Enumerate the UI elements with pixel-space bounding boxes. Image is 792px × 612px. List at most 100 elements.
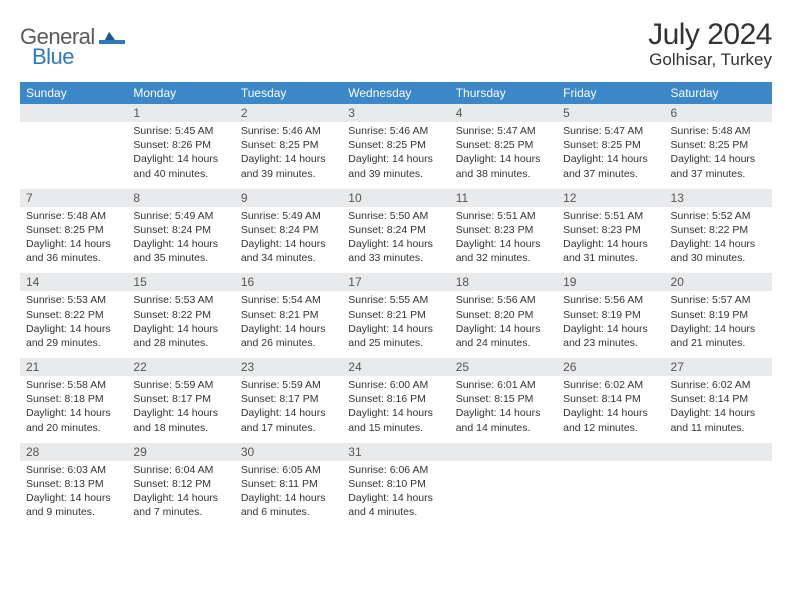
day-info: Sunrise: 5:47 AMSunset: 8:25 PMDaylight:… bbox=[450, 122, 557, 189]
day-number bbox=[450, 443, 557, 461]
daylight-text: Daylight: 14 hours and 4 minutes. bbox=[348, 491, 443, 519]
day-number bbox=[665, 443, 772, 461]
sunrise-text: Sunrise: 6:01 AM bbox=[456, 378, 551, 392]
daylight-text: Daylight: 14 hours and 40 minutes. bbox=[133, 152, 228, 180]
day-info: Sunrise: 5:54 AMSunset: 8:21 PMDaylight:… bbox=[235, 291, 342, 358]
sunset-text: Sunset: 8:22 PM bbox=[26, 308, 121, 322]
day-number: 11 bbox=[450, 189, 557, 207]
logo-text-part2-wrap: Blue bbox=[32, 44, 74, 70]
daylight-text: Daylight: 14 hours and 17 minutes. bbox=[241, 406, 336, 434]
sunrise-text: Sunrise: 6:06 AM bbox=[348, 463, 443, 477]
daylight-text: Daylight: 14 hours and 7 minutes. bbox=[133, 491, 228, 519]
day-info: Sunrise: 6:02 AMSunset: 8:14 PMDaylight:… bbox=[557, 376, 664, 443]
sunrise-text: Sunrise: 5:51 AM bbox=[563, 209, 658, 223]
day-info bbox=[665, 461, 772, 528]
day-info: Sunrise: 5:50 AMSunset: 8:24 PMDaylight:… bbox=[342, 207, 449, 274]
sunset-text: Sunset: 8:16 PM bbox=[348, 392, 443, 406]
day-number: 3 bbox=[342, 104, 449, 122]
daylight-text: Daylight: 14 hours and 36 minutes. bbox=[26, 237, 121, 265]
daylight-text: Daylight: 14 hours and 37 minutes. bbox=[563, 152, 658, 180]
sunset-text: Sunset: 8:18 PM bbox=[26, 392, 121, 406]
day-number: 10 bbox=[342, 189, 449, 207]
sunset-text: Sunset: 8:14 PM bbox=[671, 392, 766, 406]
day-header: Friday bbox=[557, 82, 664, 104]
sunset-text: Sunset: 8:23 PM bbox=[563, 223, 658, 237]
month-title: July 2024 bbox=[648, 18, 772, 52]
sunrise-text: Sunrise: 6:04 AM bbox=[133, 463, 228, 477]
sunset-text: Sunset: 8:19 PM bbox=[563, 308, 658, 322]
daylight-text: Daylight: 14 hours and 26 minutes. bbox=[241, 322, 336, 350]
day-info: Sunrise: 5:48 AMSunset: 8:25 PMDaylight:… bbox=[665, 122, 772, 189]
sunset-text: Sunset: 8:22 PM bbox=[671, 223, 766, 237]
sunrise-text: Sunrise: 5:50 AM bbox=[348, 209, 443, 223]
sunset-text: Sunset: 8:21 PM bbox=[241, 308, 336, 322]
daylight-text: Daylight: 14 hours and 6 minutes. bbox=[241, 491, 336, 519]
sunset-text: Sunset: 8:25 PM bbox=[348, 138, 443, 152]
info-row: Sunrise: 5:45 AMSunset: 8:26 PMDaylight:… bbox=[20, 122, 772, 189]
day-header: Sunday bbox=[20, 82, 127, 104]
day-info: Sunrise: 5:59 AMSunset: 8:17 PMDaylight:… bbox=[127, 376, 234, 443]
sunrise-text: Sunrise: 5:49 AM bbox=[241, 209, 336, 223]
day-info: Sunrise: 5:58 AMSunset: 8:18 PMDaylight:… bbox=[20, 376, 127, 443]
day-info: Sunrise: 6:03 AMSunset: 8:13 PMDaylight:… bbox=[20, 461, 127, 528]
day-info: Sunrise: 5:57 AMSunset: 8:19 PMDaylight:… bbox=[665, 291, 772, 358]
sunset-text: Sunset: 8:17 PM bbox=[241, 392, 336, 406]
sunset-text: Sunset: 8:17 PM bbox=[133, 392, 228, 406]
sunset-text: Sunset: 8:25 PM bbox=[671, 138, 766, 152]
day-info: Sunrise: 5:46 AMSunset: 8:25 PMDaylight:… bbox=[342, 122, 449, 189]
daylight-text: Daylight: 14 hours and 34 minutes. bbox=[241, 237, 336, 265]
daylight-text: Daylight: 14 hours and 24 minutes. bbox=[456, 322, 551, 350]
sunrise-text: Sunrise: 6:00 AM bbox=[348, 378, 443, 392]
daylight-text: Daylight: 14 hours and 38 minutes. bbox=[456, 152, 551, 180]
daylight-text: Daylight: 14 hours and 32 minutes. bbox=[456, 237, 551, 265]
daynum-row: 14151617181920 bbox=[20, 273, 772, 291]
sunrise-text: Sunrise: 5:58 AM bbox=[26, 378, 121, 392]
calendar-table: Sunday Monday Tuesday Wednesday Thursday… bbox=[20, 82, 772, 527]
day-info: Sunrise: 5:56 AMSunset: 8:20 PMDaylight:… bbox=[450, 291, 557, 358]
info-row: Sunrise: 5:53 AMSunset: 8:22 PMDaylight:… bbox=[20, 291, 772, 358]
daylight-text: Daylight: 14 hours and 35 minutes. bbox=[133, 237, 228, 265]
day-info: Sunrise: 6:04 AMSunset: 8:12 PMDaylight:… bbox=[127, 461, 234, 528]
day-number: 15 bbox=[127, 273, 234, 291]
daylight-text: Daylight: 14 hours and 9 minutes. bbox=[26, 491, 121, 519]
day-info: Sunrise: 5:51 AMSunset: 8:23 PMDaylight:… bbox=[557, 207, 664, 274]
day-number: 19 bbox=[557, 273, 664, 291]
daylight-text: Daylight: 14 hours and 28 minutes. bbox=[133, 322, 228, 350]
daylight-text: Daylight: 14 hours and 11 minutes. bbox=[671, 406, 766, 434]
day-info: Sunrise: 5:53 AMSunset: 8:22 PMDaylight:… bbox=[20, 291, 127, 358]
daylight-text: Daylight: 14 hours and 39 minutes. bbox=[348, 152, 443, 180]
calendar-page: General July 2024 Golhisar, Turkey Blue … bbox=[0, 0, 792, 537]
sunrise-text: Sunrise: 5:49 AM bbox=[133, 209, 228, 223]
sunrise-text: Sunrise: 5:51 AM bbox=[456, 209, 551, 223]
sunset-text: Sunset: 8:14 PM bbox=[563, 392, 658, 406]
daylight-text: Daylight: 14 hours and 39 minutes. bbox=[241, 152, 336, 180]
day-number: 26 bbox=[557, 358, 664, 376]
day-number: 30 bbox=[235, 443, 342, 461]
day-header: Monday bbox=[127, 82, 234, 104]
sunrise-text: Sunrise: 6:03 AM bbox=[26, 463, 121, 477]
day-number: 7 bbox=[20, 189, 127, 207]
day-info bbox=[450, 461, 557, 528]
sunset-text: Sunset: 8:25 PM bbox=[26, 223, 121, 237]
sunrise-text: Sunrise: 5:46 AM bbox=[348, 124, 443, 138]
day-info bbox=[557, 461, 664, 528]
day-number: 28 bbox=[20, 443, 127, 461]
calendar-body: 123456Sunrise: 5:45 AMSunset: 8:26 PMDay… bbox=[20, 104, 772, 527]
day-info: Sunrise: 6:06 AMSunset: 8:10 PMDaylight:… bbox=[342, 461, 449, 528]
sunset-text: Sunset: 8:22 PM bbox=[133, 308, 228, 322]
daylight-text: Daylight: 14 hours and 23 minutes. bbox=[563, 322, 658, 350]
day-number: 17 bbox=[342, 273, 449, 291]
day-number: 20 bbox=[665, 273, 772, 291]
day-number: 1 bbox=[127, 104, 234, 122]
sunrise-text: Sunrise: 6:02 AM bbox=[671, 378, 766, 392]
day-number bbox=[20, 104, 127, 122]
sunrise-text: Sunrise: 5:48 AM bbox=[671, 124, 766, 138]
daylight-text: Daylight: 14 hours and 14 minutes. bbox=[456, 406, 551, 434]
sunset-text: Sunset: 8:15 PM bbox=[456, 392, 551, 406]
day-info: Sunrise: 5:49 AMSunset: 8:24 PMDaylight:… bbox=[127, 207, 234, 274]
sunrise-text: Sunrise: 5:47 AM bbox=[563, 124, 658, 138]
sunset-text: Sunset: 8:24 PM bbox=[348, 223, 443, 237]
sunrise-text: Sunrise: 5:45 AM bbox=[133, 124, 228, 138]
day-header: Tuesday bbox=[235, 82, 342, 104]
sunrise-text: Sunrise: 5:59 AM bbox=[133, 378, 228, 392]
